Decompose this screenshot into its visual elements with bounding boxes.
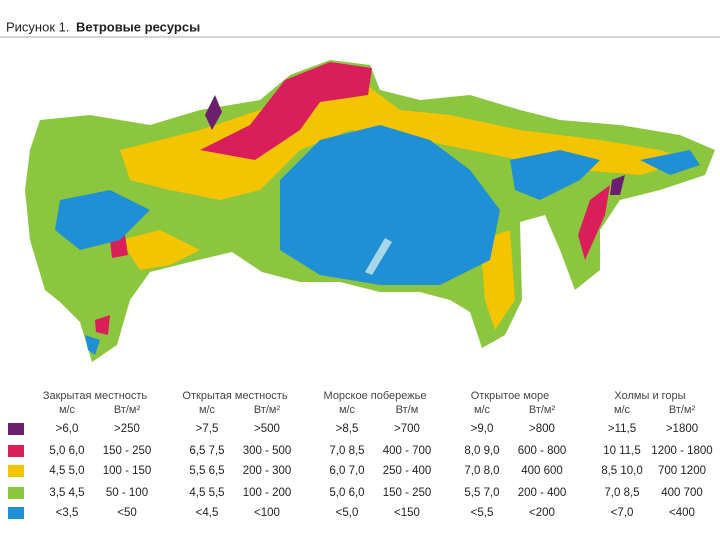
legend-cell: 6,5 7,5	[189, 445, 224, 457]
legend-cell: 150 - 250	[103, 445, 152, 457]
group-name: Закрытая местность	[43, 390, 148, 402]
legend-cell: 300 - 500	[243, 445, 292, 457]
legend-cell: 5,5 7,0	[464, 487, 499, 499]
legend-cell: >1800	[666, 423, 698, 435]
legend-cell: <5,0	[336, 507, 359, 519]
color-swatch	[8, 487, 24, 499]
unit: м/с	[199, 404, 216, 416]
legend-cell: 700 1200	[658, 465, 706, 477]
legend-cell: 7,0 8,0	[464, 465, 499, 477]
legend-cell: 400 - 700	[383, 445, 432, 457]
legend-cell: 3,5 4,5	[49, 487, 84, 499]
legend-cell: <50	[117, 507, 137, 519]
color-swatch	[8, 507, 24, 519]
legend-cell: 10 11,5	[603, 445, 641, 457]
legend-cell: 400 600	[521, 465, 563, 477]
unit: Вт/м²	[669, 404, 696, 416]
legend-cell: >8,5	[336, 423, 359, 435]
legend-cell: 150 - 250	[383, 487, 432, 499]
color-swatch	[8, 445, 24, 457]
legend-cell: <200	[529, 507, 555, 519]
figure-title: Ветровые ресурсы	[76, 19, 200, 34]
legend-cell: 600 - 800	[518, 445, 567, 457]
legend-cell: 4,5 5,0	[49, 465, 84, 477]
legend-cell: <7,0	[611, 507, 634, 519]
color-swatch	[8, 423, 24, 435]
legend-cell: 200 - 300	[243, 465, 292, 477]
unit: Вт/м	[396, 404, 419, 416]
legend-cell: <150	[394, 507, 420, 519]
legend-cell: 5,0 6,0	[329, 487, 364, 499]
legend-cell: 7,0 8,5	[604, 487, 639, 499]
legend-cell: >6,0	[56, 423, 79, 435]
group-name: Холмы и горы	[614, 390, 685, 402]
group-name: Морское побережье	[324, 390, 427, 402]
legend: Закрытая местность м/с Вт/м² Открытая местн…	[8, 390, 713, 519]
unit: м/с	[614, 404, 631, 416]
color-swatch	[8, 465, 24, 477]
legend-cell: 200 - 400	[518, 487, 567, 499]
legend-cell: >7,5	[196, 423, 219, 435]
legend-cell: 50 - 100	[106, 487, 148, 499]
legend-cell: 8,0 9,0	[464, 445, 499, 457]
legend-cell: 1200 - 1800	[651, 445, 712, 457]
legend-cell: <5,5	[471, 507, 494, 519]
legend-cell: <3,5	[56, 507, 79, 519]
legend-cell: >11,5	[608, 423, 636, 435]
figure-label: Рисунок 1.	[6, 19, 69, 34]
legend-cell: 250 - 400	[383, 465, 432, 477]
legend-cell: >500	[254, 423, 280, 435]
lake-baikal	[365, 238, 392, 275]
legend-cell: 7,0 8,5	[329, 445, 364, 457]
unit: м/с	[59, 404, 76, 416]
legend-cell: 100 - 200	[243, 487, 292, 499]
group-name: Открытое море	[471, 390, 550, 402]
legend-cell: >250	[114, 423, 140, 435]
map-blue	[55, 125, 700, 355]
legend-cell: 100 - 150	[103, 465, 152, 477]
legend-cell: 5,0 6,0	[49, 445, 84, 457]
legend-cell: >800	[529, 423, 555, 435]
legend-cell: 8,5 10,0	[601, 465, 643, 477]
unit: м/с	[474, 404, 491, 416]
unit: Вт/м²	[114, 404, 141, 416]
group-name: Открытая местность	[182, 390, 287, 402]
legend-cell: <400	[669, 507, 695, 519]
legend-cell: 400 700	[661, 487, 703, 499]
legend-cell: >700	[394, 423, 420, 435]
map	[25, 60, 715, 362]
legend-cell: 5,5 6,5	[189, 465, 224, 477]
legend-cell: 4,5 5,5	[189, 487, 224, 499]
legend-cell: 6,0 7,0	[329, 465, 364, 477]
legend-cell: <100	[254, 507, 280, 519]
unit: Вт/м²	[254, 404, 281, 416]
legend-cell: <4,5	[196, 507, 219, 519]
unit: Вт/м²	[529, 404, 556, 416]
legend-cell: >9,0	[471, 423, 494, 435]
unit: м/с	[339, 404, 356, 416]
